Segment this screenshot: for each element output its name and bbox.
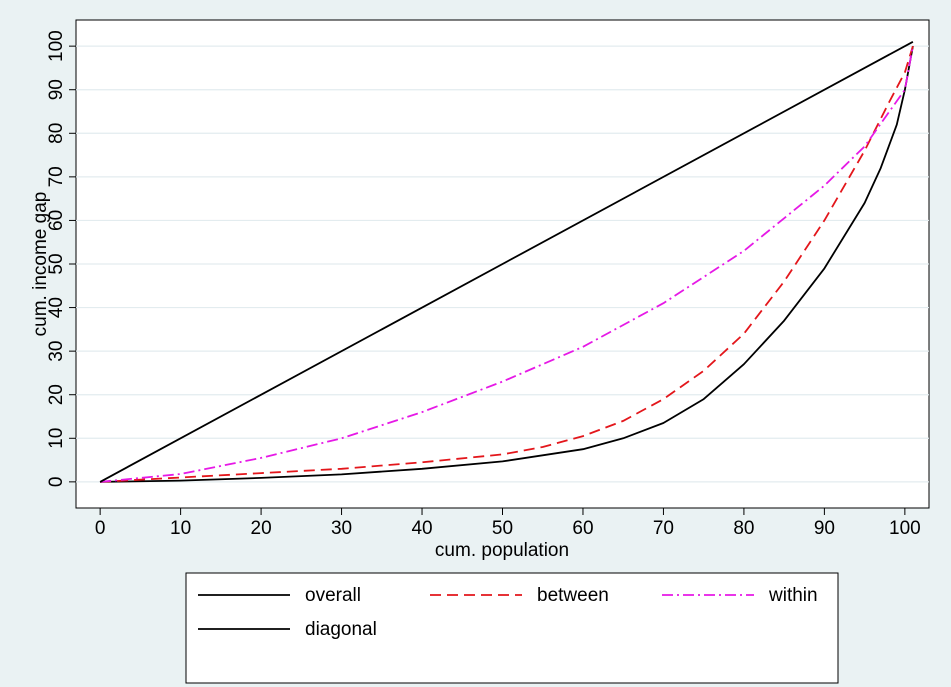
y-tick-label: 0	[46, 477, 67, 488]
x-tick-label: 20	[251, 518, 272, 539]
x-tick-label: 30	[331, 518, 352, 539]
legend-label-diagonal: diagonal	[305, 619, 377, 640]
series-line-diagonal	[99, 41, 914, 483]
x-tick-label: 0	[95, 518, 106, 539]
series-line-overall	[100, 45, 914, 483]
y-tick-label: 60	[46, 210, 67, 231]
y-tick-label: 10	[46, 428, 67, 449]
x-tick-label: 100	[889, 518, 921, 539]
y-tick-label: 50	[46, 253, 67, 274]
x-tick-label: 10	[170, 518, 191, 539]
x-tick-label: 40	[411, 518, 432, 539]
grid-lines	[76, 45, 929, 483]
x-tick-label: 60	[572, 518, 593, 539]
y-tick-label: 100	[46, 30, 67, 62]
x-axis-title: cum. population	[435, 540, 569, 561]
y-tick-label: 30	[46, 341, 67, 362]
y-tick-label: 20	[46, 384, 67, 405]
y-tick-label: 40	[46, 297, 67, 318]
legend-label-between: between	[537, 585, 609, 606]
y-tick-label: 70	[46, 166, 67, 187]
x-tick-label: 90	[814, 518, 835, 539]
y-tick-label: 80	[46, 123, 67, 144]
x-tick-label: 50	[492, 518, 513, 539]
legend: overall between within diagonal	[185, 572, 839, 684]
y-axis-title: cum. income gap	[30, 192, 51, 337]
series-line-within	[100, 45, 914, 483]
x-tick-label: 70	[653, 518, 674, 539]
series-line-between	[100, 45, 914, 483]
y-tick-label: 90	[46, 79, 67, 100]
x-tick-label: 80	[733, 518, 754, 539]
legend-label-overall: overall	[305, 585, 361, 606]
legend-label-within: within	[768, 585, 818, 606]
legend-box	[185, 572, 839, 684]
series-lines	[99, 41, 914, 483]
axes: 0 10 20 30 40 50 60 70 80 90 100 0 10 20 30 40 50 60 70 80 9…	[46, 30, 921, 539]
